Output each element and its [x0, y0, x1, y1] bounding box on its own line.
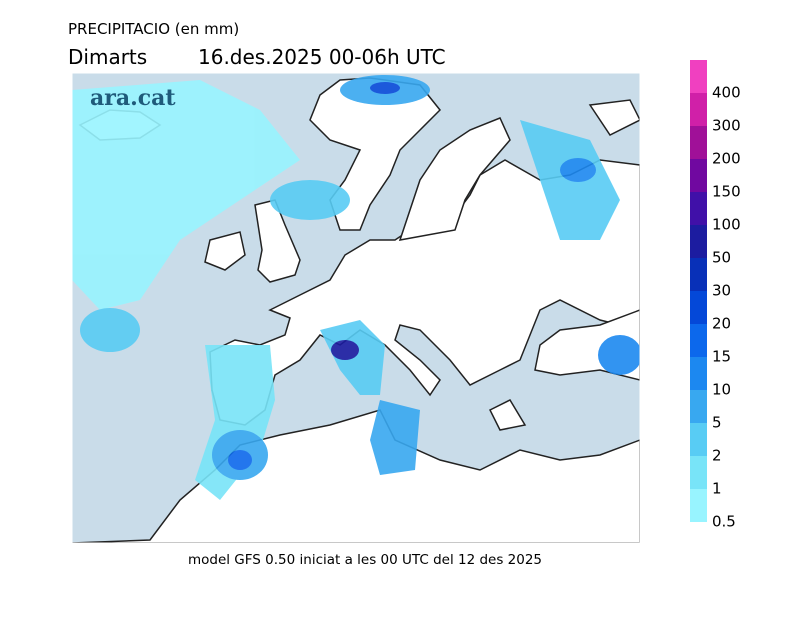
level-label: 100	[712, 216, 741, 234]
title: PRECIPITACIO (en mm)	[68, 20, 239, 38]
footer: model GFS 0.50 iniciat a les 00 UTC del …	[188, 552, 542, 568]
map	[71, 72, 641, 544]
color-swatch	[690, 60, 707, 93]
level-label: 1	[712, 480, 722, 498]
logo: ara.cat	[90, 85, 176, 111]
color-swatch	[690, 126, 707, 159]
color-bar: 0.5 1 2 5 10 15 20 30 50 100 150 200 300 400	[690, 60, 741, 531]
level-label: 150	[712, 183, 741, 201]
color-swatch	[690, 456, 707, 489]
level-label: 30	[712, 282, 731, 300]
level-label: 200	[712, 150, 741, 168]
level-label: 50	[712, 249, 731, 267]
level-label: 300	[712, 117, 741, 135]
day: Dimarts	[68, 45, 147, 69]
color-swatch	[690, 489, 707, 522]
color-swatch	[690, 225, 707, 258]
level-label: 10	[712, 381, 731, 399]
color-swatch	[690, 423, 707, 456]
level-label: 5	[712, 414, 722, 432]
color-swatch	[690, 324, 707, 357]
level-label: 0.5	[712, 513, 736, 531]
color-swatch	[690, 357, 707, 390]
color-swatch	[690, 258, 707, 291]
color-swatch	[690, 390, 707, 423]
level-label: 20	[712, 315, 731, 333]
level-label: 400	[712, 84, 741, 102]
color-swatch	[690, 192, 707, 225]
color-swatch	[690, 159, 707, 192]
level-label: 2	[712, 447, 722, 465]
color-swatch	[690, 93, 707, 126]
level-label: 15	[712, 348, 731, 366]
color-swatch	[690, 291, 707, 324]
period: 16.des.2025 00-06h UTC	[198, 45, 446, 69]
